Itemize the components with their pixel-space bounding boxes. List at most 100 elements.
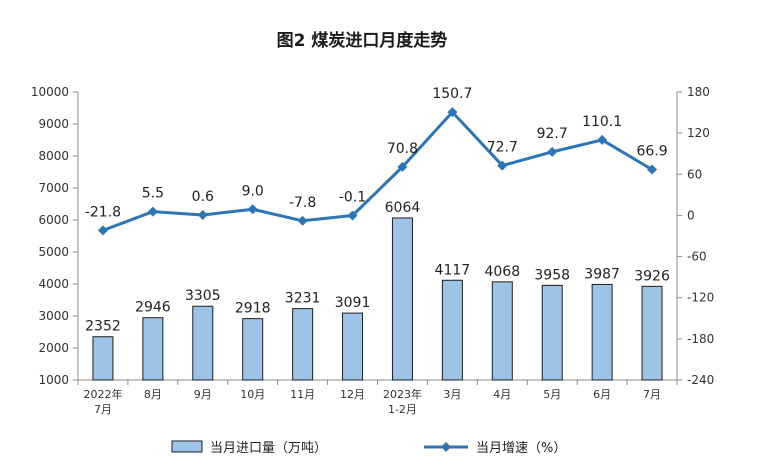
- line-data-label: 5.5: [142, 186, 164, 202]
- x-tick-label: 4月: [493, 388, 511, 401]
- x-tick-label-line: 11月: [290, 388, 315, 401]
- left-tick-label: 9000: [38, 117, 69, 131]
- legend-bar-label: 当月进口量（万吨）: [210, 441, 327, 456]
- line-point: [597, 134, 608, 145]
- line-data-label: 66.9: [636, 144, 667, 160]
- left-tick-label: 3000: [38, 309, 69, 323]
- bar-data-label: 6064: [385, 200, 421, 216]
- legend-line-label: 当月增速（%）: [476, 441, 566, 456]
- line-data-label: 110.1: [582, 114, 622, 130]
- right-tick-label: -60: [687, 250, 707, 264]
- line-data-label: 150.7: [432, 86, 472, 102]
- bar-data-label: 3091: [335, 295, 371, 311]
- x-tick-label: 11月: [290, 388, 315, 401]
- right-tick-label: 180: [687, 85, 710, 99]
- line-point: [147, 206, 158, 217]
- chart-title: 图2 煤炭进口月度走势: [277, 30, 448, 51]
- x-tick-label-line: 7月: [94, 403, 112, 416]
- bar: [641, 285, 663, 381]
- x-tick-label: 12月: [340, 388, 365, 401]
- right-tick-label: -120: [687, 291, 714, 305]
- x-tick-label-line: 10月: [240, 388, 265, 401]
- bar-data-label: 3231: [285, 291, 321, 307]
- left-tick-label: 7000: [38, 181, 69, 195]
- right-tick-label: 60: [687, 167, 702, 181]
- bar: [391, 217, 413, 381]
- line-series: -21.8 5.5 0.6 9.0 -7.8 -0.1 70.8 150.7 72.7 92.7 1…: [85, 86, 668, 236]
- legend-bar-swatch: [171, 440, 203, 453]
- x-tick-label-line: 12月: [340, 388, 365, 401]
- line-data-label: 0.6: [192, 189, 214, 205]
- line-data-label: -0.1: [339, 189, 366, 205]
- x-tick-label: 6月: [593, 388, 611, 401]
- left-tick-label: 2000: [38, 341, 69, 355]
- x-tick-label: 10月: [240, 388, 265, 401]
- x-tick-label-line: 2023年: [383, 387, 422, 401]
- bar-data-label: 3305: [185, 288, 221, 304]
- legend: 当月进口量（万吨） 当月增速（%）: [171, 440, 566, 456]
- legend-line-marker: [441, 442, 451, 452]
- bar: [242, 318, 264, 381]
- bar: [92, 336, 114, 381]
- line-point: [497, 160, 508, 171]
- bar: [541, 284, 563, 381]
- line-data-label: -21.8: [85, 204, 121, 220]
- bar: [142, 317, 164, 381]
- right-tick-label: -180: [687, 332, 714, 346]
- bar-data-label: 4117: [435, 262, 471, 278]
- line-data-label: -7.8: [289, 195, 316, 211]
- series-line: [102, 110, 653, 232]
- x-tick-label-line: 3月: [443, 388, 461, 401]
- line-point: [247, 204, 258, 215]
- x-tick-label-line: 6月: [593, 388, 611, 401]
- line-point: [547, 146, 558, 157]
- bar: [491, 281, 513, 381]
- x-tick-label: 5月: [543, 388, 561, 401]
- x-tick-label-line: 5月: [543, 388, 561, 401]
- bar-data-label: 3958: [534, 267, 570, 283]
- line-point: [647, 164, 658, 175]
- line-point: [297, 215, 308, 226]
- line-data-label: 9.0: [242, 183, 264, 199]
- x-tick-label-line: 2022年: [83, 387, 122, 401]
- left-tick-label: 6000: [38, 213, 69, 227]
- bar: [292, 308, 314, 381]
- bar-series: 2352 2946 3305 2918 3231 3091 6064 4117 4068 3958…: [85, 200, 670, 381]
- x-tick-label: 7月: [643, 388, 661, 401]
- bar-data-label: 3987: [584, 266, 620, 282]
- left-tick-label: 4000: [38, 277, 69, 291]
- x-tick-label: 8月: [144, 388, 162, 401]
- right-tick-label: 120: [687, 126, 710, 140]
- left-tick-label: 1000: [38, 373, 69, 387]
- bar-data-label: 2918: [235, 301, 271, 317]
- x-tick-label-line: 7月: [643, 388, 661, 401]
- axes: 1000 2000 3000 4000 5000 6000 7000 8000 9000 1000…: [31, 85, 714, 416]
- line-data-label: 70.8: [387, 141, 418, 157]
- bar: [591, 283, 613, 381]
- bar: [441, 279, 463, 381]
- line-data-label: 72.7: [487, 140, 518, 156]
- right-tick-label: -240: [687, 373, 714, 387]
- line-point: [347, 210, 358, 221]
- bar-data-label: 2946: [135, 300, 171, 316]
- x-tick-label: 9月: [194, 388, 212, 401]
- line-data-label: 92.7: [537, 126, 568, 142]
- x-tick-label: 2023年 1-2月: [383, 387, 422, 416]
- x-tick-label-line: 1-2月: [388, 403, 417, 416]
- x-tick-label: 3月: [443, 388, 461, 401]
- bar-data-label: 2352: [85, 319, 121, 335]
- right-tick-label: 0: [687, 208, 695, 222]
- line-point: [197, 210, 208, 221]
- line-point: [97, 225, 108, 236]
- x-tick-label: 2022年 7月: [83, 387, 122, 416]
- bar-data-label: 3926: [634, 268, 670, 284]
- line-point: [397, 161, 408, 172]
- left-tick-label: 10000: [31, 85, 69, 99]
- left-tick-label: 8000: [38, 149, 69, 163]
- x-tick-label-line: 8月: [144, 388, 162, 401]
- bar: [342, 312, 364, 381]
- x-tick-label-line: 9月: [194, 388, 212, 401]
- x-tick-label-line: 4月: [493, 388, 511, 401]
- bar-data-label: 4068: [484, 264, 520, 280]
